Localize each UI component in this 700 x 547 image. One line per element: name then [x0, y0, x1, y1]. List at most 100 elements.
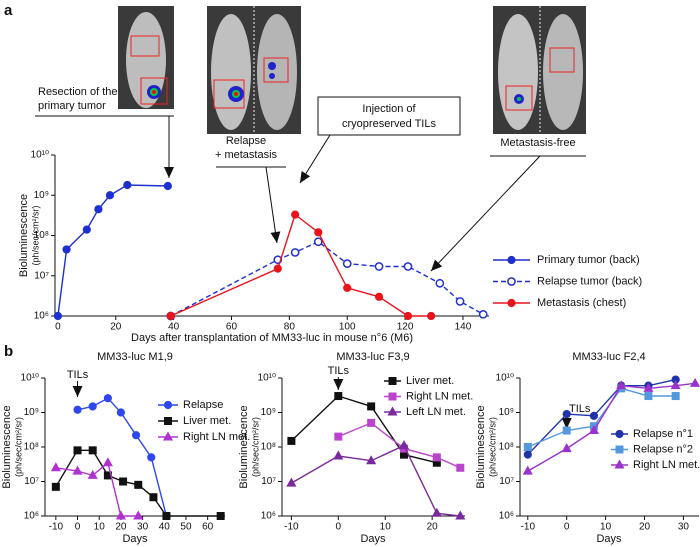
x-tick-label: -10: [284, 522, 299, 533]
legend-label: Left LN met.: [406, 406, 466, 418]
legend-marker: [163, 400, 173, 410]
marker: [291, 210, 300, 219]
marker: [313, 237, 323, 247]
legend-label: Liver met.: [183, 415, 231, 427]
legend-marker: [507, 298, 516, 308]
marker: [116, 408, 126, 417]
marker: [166, 311, 175, 321]
marker: [290, 248, 300, 257]
arrowhead: [270, 231, 281, 243]
y-tick-label: 10⁸: [34, 230, 49, 241]
marker: [671, 392, 680, 401]
annotation: TILs: [67, 369, 89, 381]
arrowhead: [431, 259, 443, 271]
marker: [431, 507, 442, 517]
annotation: Injection of: [362, 103, 416, 115]
marker: [163, 181, 172, 191]
series-line: [527, 378, 676, 456]
y-tick-label: 10¹⁰: [258, 373, 276, 384]
marker: [455, 510, 466, 520]
marker: [562, 409, 571, 419]
y-tick-label: 10⁶: [499, 511, 514, 522]
x-tick-label: 0: [336, 522, 342, 533]
marker: [87, 469, 98, 479]
annotation-box: [317, 96, 461, 136]
marker: [88, 402, 97, 411]
marker: [102, 457, 113, 467]
marker: [522, 465, 533, 475]
arrowhead: [72, 386, 83, 397]
x-tick-label: 0: [75, 522, 81, 533]
marker: [427, 311, 436, 321]
y-axis-label: Bioluminescence: [1, 405, 13, 488]
x-axis-label: Days: [596, 533, 622, 545]
marker: [403, 311, 413, 321]
legend-label: Right LN met.: [183, 431, 250, 443]
annotation: Resection of the: [38, 86, 118, 98]
marker: [314, 228, 323, 237]
legend-label: Metastasis (chest): [537, 297, 626, 309]
marker: [103, 394, 112, 403]
y-tick-label: 10⁷: [499, 476, 514, 487]
arrowhead: [300, 171, 311, 183]
marker: [644, 392, 653, 401]
arrowhead: [561, 418, 572, 429]
x-tick-label: 0: [55, 322, 61, 333]
x-axis-label: Days after transplantation of MM33-luc i…: [131, 332, 413, 344]
marker: [435, 278, 445, 288]
y-tick-label: 10⁸: [24, 442, 39, 453]
y-tick-label: 10¹⁰: [31, 150, 49, 161]
legend-marker: [507, 277, 516, 286]
marker: [62, 245, 71, 254]
series-line: [170, 240, 484, 317]
marker: [643, 382, 654, 392]
legend-marker: [388, 377, 397, 385]
marker: [334, 432, 343, 441]
marker: [690, 377, 700, 387]
marker: [216, 512, 225, 520]
y-axis-units: (ph/sec/cm²/sr): [30, 205, 40, 265]
y-tick-label: 10⁶: [34, 311, 49, 322]
marker: [670, 380, 681, 390]
annotation: Metastasis-free: [500, 137, 575, 149]
legend-label: Relapse n°2: [633, 443, 693, 455]
marker: [53, 311, 62, 321]
marker: [115, 510, 126, 520]
x-tick-label: 40: [159, 522, 171, 533]
y-tick-label: 10⁹: [34, 190, 49, 201]
legend-marker: [615, 429, 624, 439]
x-tick-label: 120: [397, 322, 414, 333]
marker: [133, 510, 144, 520]
legend-label: Relapse tumor (back): [537, 275, 642, 287]
marker: [342, 259, 352, 268]
legend-marker: [615, 445, 624, 454]
series-line: [291, 444, 461, 517]
legend-marker: [162, 431, 174, 441]
mouse-image: [207, 6, 301, 134]
chart-title: MM33-luc F2,4: [572, 351, 645, 363]
arrowhead: [164, 167, 174, 178]
marker: [123, 180, 132, 190]
chart-title: MM33-luc M1,9: [97, 351, 173, 363]
y-tick-label: 10⁶: [261, 511, 276, 522]
marker: [366, 455, 377, 465]
panel-label: b: [4, 343, 13, 360]
marker: [367, 418, 376, 427]
y-axis-label: Bioluminescence: [238, 405, 250, 488]
legend-label: Primary tumor (back): [537, 254, 640, 266]
marker: [455, 297, 465, 306]
annotation: + metastasis: [215, 149, 278, 161]
legend-label: Liver met.: [406, 375, 454, 387]
marker: [273, 264, 282, 273]
marker: [561, 443, 572, 453]
x-tick-label: 20: [110, 322, 122, 333]
legend-label: Relapse: [183, 399, 223, 411]
x-tick-label: 0: [564, 522, 570, 533]
annotation: TILs: [328, 365, 350, 377]
marker: [562, 426, 571, 435]
annotation: TILs: [569, 403, 591, 415]
marker: [286, 477, 297, 487]
marker: [131, 431, 141, 440]
legend-label: Relapse n°1: [633, 428, 693, 440]
y-tick-label: 10⁸: [499, 442, 514, 453]
